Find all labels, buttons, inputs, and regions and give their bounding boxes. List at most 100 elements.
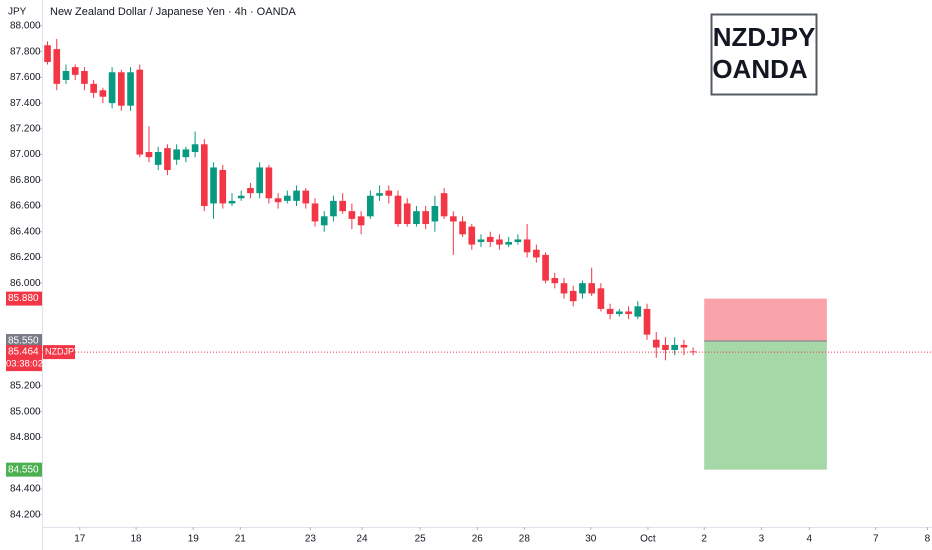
candle-body [671,344,679,351]
candle-body [533,249,540,258]
candle-body [606,308,614,315]
candle-body [81,70,88,84]
candle-body [228,200,236,204]
candle-body [440,193,448,217]
candle-body [376,193,383,196]
candle-body [293,190,300,201]
y-tick-label: 87.200 [10,123,41,134]
candle-body [90,83,97,93]
candle-body [634,306,642,317]
symbol-label: NZDJPY [45,346,80,356]
candle-body [44,45,51,62]
candle-body [523,239,531,253]
y-tick-label: 85.000 [10,406,41,417]
y-tick-label: 84.800 [10,432,41,443]
candle-body [164,148,171,171]
stop-price-label: 85.880 [8,293,39,304]
y-tick-label: 87.400 [10,98,41,109]
candle-body [505,242,512,245]
candle-body [348,211,356,219]
candle-body [514,239,522,243]
y-tick-label: 87.800 [10,46,41,57]
candle-body [579,283,586,294]
x-tick-label: 3 [759,534,765,545]
y-tick-label: 87.000 [10,149,41,160]
candle-body [357,216,365,226]
y-tick-label: 88.000 [10,21,41,32]
target-price-label-bg [6,462,42,477]
candle-body [422,211,429,225]
candle-body [127,72,134,106]
y-tick-label: 84.200 [10,509,41,520]
candle-body [274,198,282,203]
x-tick-label: 8 [925,534,931,545]
target-zone [704,341,827,470]
candle-body [486,236,494,243]
x-tick-label: 2 [701,534,707,545]
candle-body [182,149,190,158]
candle-body [136,69,144,155]
x-tick-label: 24 [356,534,368,545]
candle-body [201,144,208,207]
candle-body [385,190,393,196]
candle-body [477,239,485,243]
candle-body [330,200,337,217]
y-tick-label: 87.600 [10,72,41,83]
candle-body [256,167,263,194]
x-tick-label: 4 [807,534,813,545]
candle-body [219,170,227,204]
stop-zone [704,298,827,342]
watermark-broker: OANDA [712,54,808,84]
candle-body [265,167,273,199]
x-tick-label: 18 [131,534,143,545]
candle-body [588,283,595,294]
candle-body [680,344,688,348]
candle-body [459,221,466,235]
y-tick-label: 86.000 [10,278,41,289]
candle-body [403,203,411,225]
chart-title: New Zealand Dollar / Japanese Yen · 4h ·… [50,6,296,18]
countdown: 03:38:02 [6,359,43,370]
candle-body [173,149,180,160]
candle-body [450,216,457,222]
candle-body [542,254,549,281]
entry-price-label-bg [6,334,42,349]
x-tick-label: 17 [74,534,86,545]
x-tick-label: 26 [472,534,484,545]
candle-body [237,195,245,199]
entry-price-label: 85.550 [8,336,39,347]
candle-body [625,311,632,315]
candle-body [117,72,125,106]
stop-price-label-bg [6,291,42,306]
watermark-symbol: NZDJPY [713,22,816,52]
candle-body [413,211,420,225]
candle-body [99,90,107,97]
x-tick-label: 19 [188,534,200,545]
x-tick-label: 21 [235,534,247,545]
candle-body [311,203,319,222]
watermark-box [710,13,818,96]
candle-body [662,344,669,351]
candle-body [652,339,660,348]
candle-body [247,188,254,194]
candle-body [62,70,70,80]
x-tick-label: 23 [305,534,317,545]
symbol-bg [43,345,75,360]
candle-body [496,239,503,245]
candle-body [145,152,153,158]
candle-body [53,49,61,84]
x-tick-label: 28 [519,534,531,545]
candle-body [394,195,402,225]
x-tick-label: Oct [640,534,656,545]
candle-body [154,152,162,165]
candle-body [431,206,439,222]
y-tick-label: 85.200 [10,381,41,392]
candle-body [597,288,605,309]
candle-body [569,290,577,302]
currency: JPY [8,7,27,18]
candle-body [284,195,291,201]
candle-body [560,283,568,294]
candle-body [108,72,116,104]
candle-body [320,216,328,226]
